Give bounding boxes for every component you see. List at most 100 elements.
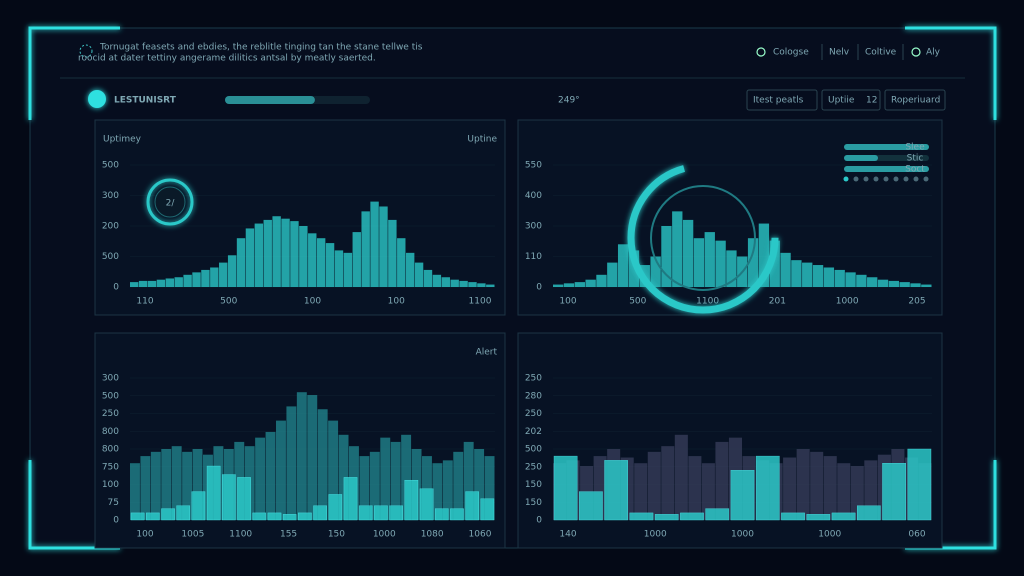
area-bar [432, 463, 443, 520]
nav-item[interactable]: Nelv [829, 48, 850, 58]
area-bar [796, 449, 810, 520]
area-bar [182, 451, 193, 520]
area-bar [715, 441, 729, 520]
y-tick-label: 500 [102, 252, 119, 262]
area-bar [325, 243, 335, 287]
y-tick-label: 280 [525, 391, 542, 401]
area-bar [192, 449, 203, 520]
area-bar [682, 219, 694, 287]
legend-dot [893, 176, 899, 182]
search-icon[interactable] [756, 47, 766, 57]
area-bar [837, 463, 851, 520]
ring [627, 162, 779, 314]
nav-item[interactable]: Cologse [773, 48, 809, 58]
area-bar [661, 446, 675, 520]
area-bar [359, 456, 370, 520]
area-bar [171, 446, 182, 520]
area-bar [290, 221, 299, 287]
histogram-bar [206, 465, 221, 521]
area-bar [634, 463, 648, 520]
area-bar [486, 284, 495, 287]
x-tick-label: 150 [328, 530, 345, 540]
x-tick-label: 155 [280, 530, 297, 540]
area-bar [286, 406, 297, 520]
legend-label: Soct [905, 165, 925, 175]
histogram-bar [806, 514, 831, 521]
area-bar [442, 460, 453, 520]
y-tick-label: 300 [102, 191, 119, 201]
area-bar [432, 274, 442, 287]
x-tick-label: 1000 [836, 297, 859, 307]
x-tick-label: 201 [769, 297, 786, 307]
y-tick-label: 0 [536, 516, 542, 526]
histogram-bar [654, 514, 679, 521]
toolbar-button[interactable] [821, 89, 881, 111]
area-bar [161, 449, 172, 520]
area-bar [596, 274, 607, 287]
toolbar-button[interactable] [746, 89, 818, 111]
histogram-bar [389, 505, 403, 521]
y-tick-label: 75 [108, 498, 119, 508]
histogram-bar [419, 488, 434, 521]
toolbar-button[interactable] [884, 89, 946, 111]
histogram-bar [252, 512, 267, 521]
x-tick-label: 140 [559, 530, 576, 540]
toolbar-button-label[interactable]: 12 [866, 96, 877, 106]
histogram-bar [450, 508, 464, 521]
area-bar [780, 252, 791, 287]
y-tick-label: 0 [536, 283, 542, 293]
histogram-bar [267, 512, 282, 521]
y-tick-label: 500 [525, 445, 542, 455]
area-bar [715, 240, 726, 287]
area-bar [265, 431, 276, 520]
histogram-bar [146, 512, 160, 521]
area-bar [921, 284, 932, 287]
legend-bar [844, 155, 878, 161]
y-tick-label: 500 [102, 161, 119, 171]
x-tick-label: 1000 [818, 530, 841, 540]
area-bar [864, 460, 878, 520]
nav-item[interactable]: Coltive [865, 48, 897, 58]
legend-dot [913, 176, 919, 182]
search-icon[interactable] [911, 47, 921, 57]
area-bar [276, 420, 286, 520]
x-tick-label: 1100 [229, 530, 252, 540]
histogram-bar [374, 505, 388, 521]
y-tick-label: 0 [113, 516, 119, 526]
app-title: LESTUNISRT [114, 96, 177, 106]
toolbar-button-label[interactable]: Itest peatls [753, 96, 804, 106]
histogram-bar [480, 498, 495, 521]
histogram-bar [313, 505, 327, 521]
area-bar [823, 456, 837, 520]
toolbar-button-label[interactable]: Roperiuard [891, 96, 940, 106]
area-bar [563, 283, 575, 287]
panel-label: Uptine [467, 135, 497, 145]
area-bar [272, 216, 281, 287]
area-bar [138, 280, 148, 287]
area-bar [308, 233, 317, 287]
legend-label: Slee [905, 143, 925, 153]
nav-item[interactable]: Aly [926, 48, 941, 58]
histogram-bar [328, 494, 343, 521]
area-bar [910, 283, 921, 287]
histogram-bar [222, 474, 236, 521]
area-bar [414, 262, 424, 287]
y-tick-label: 202 [525, 427, 542, 437]
area-bar [263, 219, 272, 287]
toolbar-button-label[interactable]: Uptiie [828, 96, 855, 106]
area-bar [296, 392, 307, 520]
y-tick-label: 500 [102, 391, 119, 401]
area-bar [769, 240, 780, 287]
area-bar [459, 280, 468, 287]
frame-corners [28, 26, 997, 550]
area-bar [672, 211, 683, 287]
progress-fill [225, 96, 315, 104]
histogram-bar [282, 514, 297, 521]
area-bar [174, 277, 183, 287]
x-tick-label: 1080 [421, 530, 444, 540]
area-bar [474, 449, 485, 520]
histogram-bar [579, 491, 603, 521]
histogram-bar [755, 455, 780, 521]
x-tick-label: 100 [136, 530, 153, 540]
x-tick-label: 1100 [696, 297, 719, 307]
